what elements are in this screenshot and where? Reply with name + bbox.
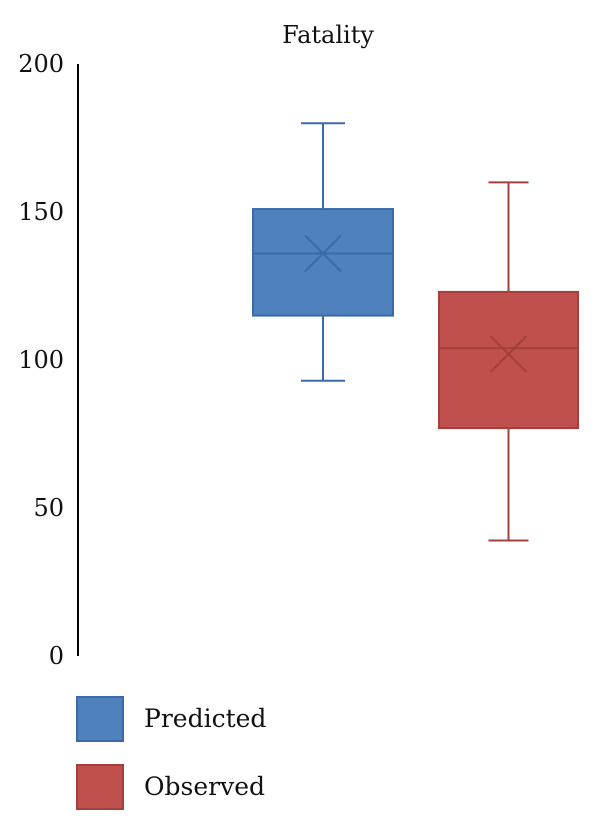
legend-label-predicted: Predicted	[144, 704, 266, 733]
y-tick-label: 50	[33, 494, 64, 522]
y-tick-label: 0	[49, 642, 64, 670]
y-tick-label: 200	[18, 50, 64, 78]
interquartile-box	[252, 208, 394, 317]
mean-marker-stroke-b	[489, 335, 528, 373]
chart-title: Fatality	[282, 21, 374, 49]
legend-swatch-observed	[76, 764, 124, 810]
box-observed	[438, 181, 579, 542]
legend-swatch-predicted	[76, 696, 124, 742]
y-tick-label: 150	[18, 198, 64, 226]
box-predicted	[252, 122, 394, 382]
y-tick-label: 100	[18, 346, 64, 374]
legend-label-observed: Observed	[144, 772, 265, 801]
legend: Predicted Observed	[76, 696, 266, 810]
y-axis-ticks: 0 50 100 150 200	[18, 50, 64, 670]
plot-area	[252, 122, 579, 542]
mean-marker-stroke-b	[304, 234, 342, 273]
interquartile-box	[438, 290, 579, 430]
